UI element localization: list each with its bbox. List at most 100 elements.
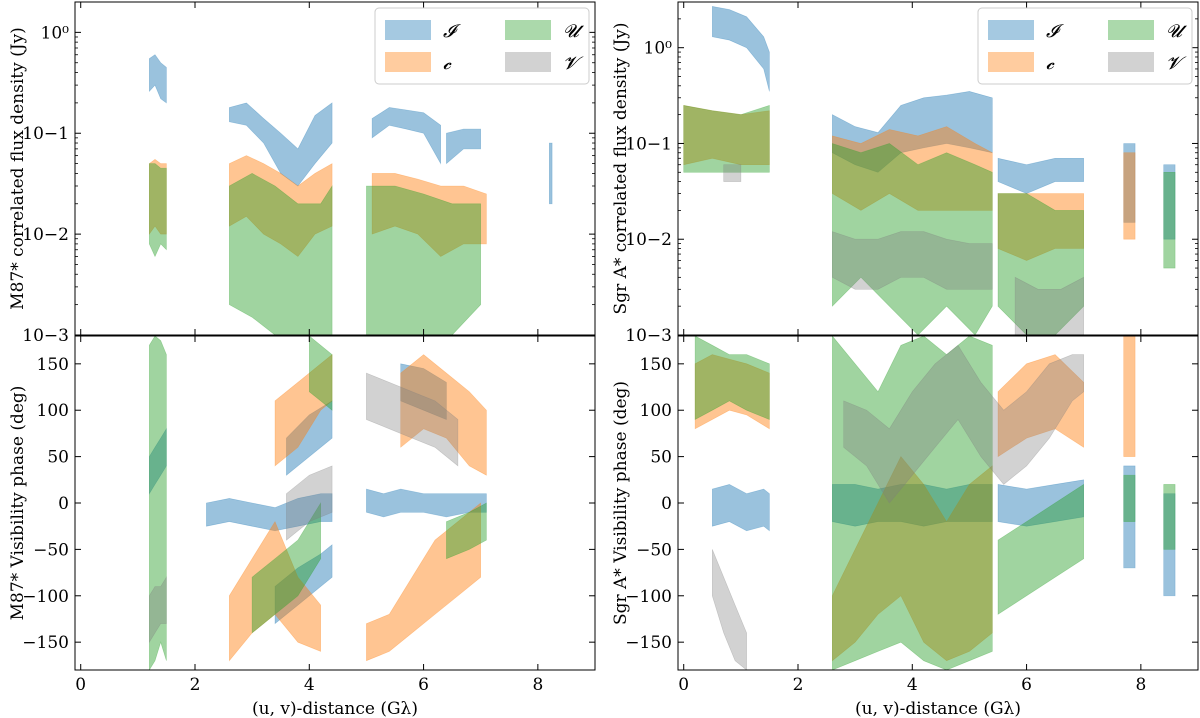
m87-amp-frame — [74, 1, 596, 336]
m87-amp-band-I-1 — [229, 102, 333, 187]
sgra-phase-band-V-1 — [843, 344, 1084, 504]
m87-phase-xtick-label: 4 — [304, 675, 315, 695]
m87-phase-band-U-0 — [149, 336, 167, 670]
m87-amp-ytick-label: 10⁰ — [41, 23, 70, 43]
m87-amp-ylabel: M87* correlated flux density (Jy) — [8, 27, 28, 310]
m87-amp-band-U-1 — [229, 173, 333, 335]
m87-amp-band-U-2 — [366, 185, 481, 335]
sgra-amp-band-Q-2 — [997, 193, 1084, 261]
sgra-amp-ytick-label: 10−2 — [625, 230, 672, 250]
m87-amp-band-U-0 — [149, 163, 167, 258]
m87-phase-band-I-5 — [400, 363, 447, 420]
m87-phase-xtick-label: 6 — [418, 675, 429, 695]
sgra-amp-bands — [683, 6, 1176, 335]
m87-phase-band-U-3 — [446, 502, 487, 560]
sgra-amp-band-Q-1 — [832, 126, 993, 211]
m87-phase-band-V-2 — [366, 372, 459, 467]
m87-amp-legend-swatch-I — [385, 20, 431, 40]
sgra-amp-band-U-0 — [683, 104, 770, 173]
sgra-amp-band-V-1 — [832, 231, 993, 290]
m87-phase-ytick-label: −150 — [22, 633, 69, 653]
sgra-amp-panel: 10−3 10−2 10−1 10⁰ Sgr A* correlated flux de… — [611, 1, 1199, 346]
sgra-amp-band-I-4 — [1163, 164, 1176, 240]
m87-phase-band-I-1 — [206, 493, 333, 532]
m87-phase-ylabel: M87* Visibility phase (deg) — [8, 386, 28, 621]
m87-amp-band-I-4 — [549, 142, 553, 205]
sgra-phase-ytick-label: −50 — [636, 540, 672, 560]
m87-amp-legend-label-Q: 𝓬 — [443, 53, 452, 74]
m87-phase-xtick-label: 2 — [190, 675, 201, 695]
sgra-phase-band-Q-0 — [694, 354, 770, 430]
m87-phase-band-U-1 — [251, 501, 321, 634]
m87-amp-legend-box — [374, 7, 590, 85]
sgra-amp-legend-box — [977, 7, 1193, 85]
sgra-phase-band-U-1 — [832, 336, 993, 670]
sgra-phase-ytick-label: 0 — [661, 494, 672, 514]
m87-phase-panel: −150 −100 −50 0 50 100 150 0 2 4 6 8 M87* Visibility… — [8, 335, 596, 718]
sgra-phase-bands — [694, 336, 1176, 670]
m87-amp-ytick-label: 10−2 — [22, 225, 69, 245]
sgra-phase-band-I-4 — [1163, 493, 1176, 597]
sgra-phase-band-I-2 — [997, 479, 1084, 527]
sgra-amp-band-I-2 — [997, 157, 1084, 194]
m87-phase-band-I-0 — [149, 427, 167, 495]
sgra-amp-ytick-label: 10⁰ — [644, 39, 673, 59]
sgra-phase-xlabel: (u, v)-distance (Gλ) — [855, 699, 1021, 718]
sgra-amp-band-I-3 — [1123, 143, 1136, 223]
m87-amp-legend-swatch-U — [505, 20, 551, 40]
m87-phase-band-Q-3 — [400, 354, 487, 476]
m87-phase-band-Q-2 — [366, 502, 481, 662]
m87-phase-bands — [149, 336, 487, 670]
sgra-amp-band-Q-0 — [683, 105, 770, 166]
sgra-phase-band-I-0 — [712, 484, 770, 532]
sgra-amp-legend-swatch-Q — [988, 52, 1034, 72]
sgra-amp-band-I-1 — [832, 91, 993, 173]
m87-amp-band-Q-1 — [229, 155, 333, 257]
sgra-phase-band-Q-3 — [1123, 336, 1136, 457]
sgra-amp-band-U-1 — [832, 143, 993, 335]
sgra-phase-ytick-label: −150 — [625, 633, 672, 653]
sgra-phase-xtick-label: 4 — [907, 675, 918, 695]
sgra-phase-band-U-2 — [997, 483, 1084, 615]
m87-phase-band-Q-1 — [274, 353, 333, 467]
m87-amp-bands — [149, 54, 553, 335]
sgra-phase-band-V-0 — [712, 549, 747, 670]
m87-phase-band-V-1 — [286, 465, 333, 541]
sgra-amp-ytick-label: 10−1 — [625, 134, 672, 154]
m87-amp-ytick-label: 10−1 — [22, 124, 69, 144]
sgra-amp-band-U-2 — [997, 193, 1084, 335]
m87-amp-legend-swatch-V — [505, 52, 551, 72]
sgra-phase-ytick-label: −100 — [625, 587, 672, 607]
sgra-amp-legend-swatch-I — [988, 20, 1034, 40]
sgra-phase-band-Q-1 — [832, 456, 993, 662]
sgra-phase-ytick-label: 150 — [640, 355, 672, 375]
sgra-amp-legend-label-Q: 𝓬 — [1046, 53, 1055, 74]
m87-phase-ytick-label: −100 — [22, 587, 69, 607]
m87-amp-band-I-3 — [446, 128, 481, 165]
m87-phase-ytick-label: −50 — [33, 540, 69, 560]
m87-phase-ytick-label: 50 — [47, 448, 69, 468]
figure-panels: 10−3 10−2 10−1 10⁰ M87* correlated flux dens… — [8, 1, 1199, 718]
sgra-phase-xtick-label: 2 — [793, 675, 804, 695]
m87-amp-band-I-2 — [371, 107, 441, 165]
sgra-phase-band-U-0 — [694, 336, 770, 421]
sgra-phase-panel: −150 −100 −50 0 50 100 150 0 2 4 6 8 Sgr A* Visibili… — [611, 335, 1199, 718]
sgra-amp-ytick-label: 10−3 — [625, 326, 672, 346]
m87-amp-band-Q-0 — [149, 159, 167, 236]
sgra-phase-xtick-label: 6 — [1021, 675, 1032, 695]
sgra-amp-band-U-3 — [1163, 172, 1176, 269]
m87-phase-ytick-label: 100 — [37, 401, 69, 421]
m87-phase-band-I-3 — [286, 400, 333, 476]
sgra-amp-ylabel: Sgr A* correlated flux density (Jy) — [611, 23, 631, 315]
m87-phase-xtick-label: 0 — [75, 675, 86, 695]
m87-phase-xlabel: (u, v)-distance (Gλ) — [252, 699, 418, 718]
m87-phase-xtick-label: 8 — [532, 675, 543, 695]
m87-amp-legend-swatch-Q — [385, 52, 431, 72]
sgra-amp-legend-swatch-V — [1108, 52, 1154, 72]
m87-amp-band-I-0 — [149, 54, 167, 104]
sgra-phase-band-U-4 — [1163, 484, 1176, 550]
m87-phase-band-I-4 — [366, 488, 487, 518]
